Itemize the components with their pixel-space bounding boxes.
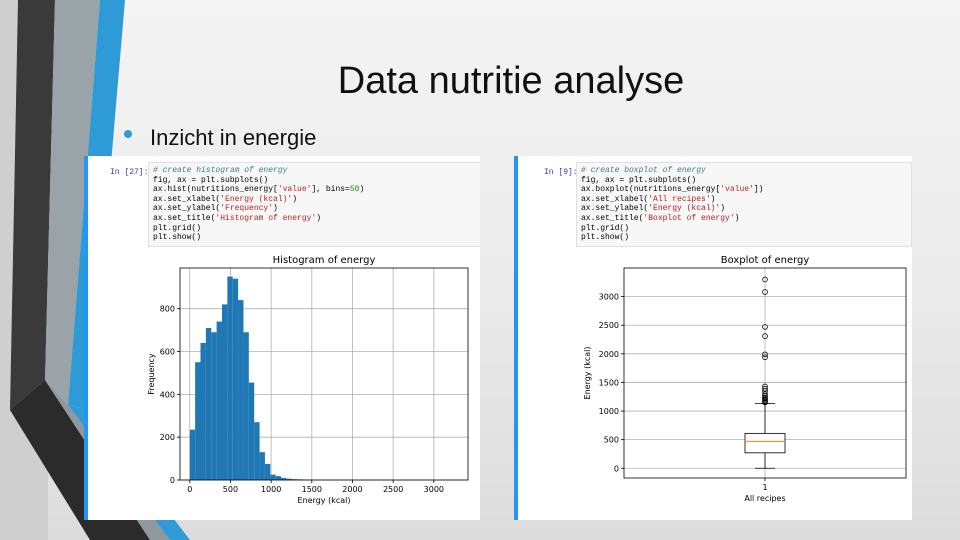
- code-line: fig, ax = plt.subplots(): [153, 175, 269, 185]
- code-line: ax.hist(nutritions_energy['value'], bins…: [153, 185, 365, 195]
- y-tick-label: 500: [604, 436, 619, 445]
- histogram-bar: [286, 478, 292, 480]
- y-tick-label: 800: [160, 305, 175, 314]
- y-tick-label: 0: [614, 464, 619, 473]
- chart-title: Histogram of energy: [273, 255, 376, 266]
- outlier-point: [762, 276, 768, 283]
- y-tick-label: 1500: [599, 378, 619, 387]
- histogram-bar: [216, 321, 222, 480]
- histogram-bar: [270, 474, 276, 480]
- x-tick-label: 2500: [383, 485, 403, 494]
- boxplot-notebook-cell: In [9]: # create boxplot of energy fig, a…: [514, 156, 912, 520]
- histogram-notebook-cell: In [27]: # create histogram of energy fig…: [84, 156, 480, 520]
- histogram-bar: [259, 452, 265, 480]
- x-tick-label: 2000: [342, 485, 362, 494]
- histogram-bar: [238, 300, 244, 480]
- bullet-text: Inzicht in energie: [150, 125, 317, 150]
- code-line: # create histogram of energy: [153, 166, 288, 175]
- x-tick-label: 3000: [424, 485, 444, 494]
- chart-title: Boxplot of energy: [721, 255, 810, 266]
- y-tick-label: 200: [160, 433, 175, 442]
- slide-title: Data nutritie analyse: [337, 60, 685, 102]
- bullet-dot-icon: [124, 130, 132, 138]
- code-line: ax.set_xlabel('Energy (kcal)'): [153, 194, 298, 204]
- cell-selection-bar: [514, 156, 518, 520]
- x-tick-label: 0: [187, 485, 192, 494]
- bullet-item: Inzicht in energie: [124, 125, 316, 151]
- x-tick-label: 500: [223, 485, 238, 494]
- code-line: ax.set_ylabel('Energy (kcal)'): [581, 204, 726, 214]
- histogram-bar: [221, 304, 228, 480]
- y-tick-label: 2000: [599, 350, 619, 359]
- x-tick-label: 1: [762, 483, 767, 492]
- histogram-bar: [189, 429, 196, 480]
- histogram-bar: [195, 362, 201, 480]
- x-tick-label: 1000: [261, 485, 281, 494]
- outlier-point: [762, 351, 768, 358]
- code-line: plt.grid(): [581, 223, 630, 233]
- y-tick-label: 600: [160, 348, 175, 357]
- code-line: fig, ax = plt.subplots(): [581, 175, 697, 185]
- y-tick-label: 1000: [599, 407, 619, 416]
- histogram-bar: [281, 477, 287, 480]
- y-tick-label: 3000: [599, 293, 619, 302]
- code-line: plt.show(): [153, 233, 202, 243]
- outlier-point: [762, 324, 768, 330]
- code-line: # create boxplot of energy: [581, 166, 706, 175]
- histogram-bar: [205, 327, 212, 480]
- outlier-point: [762, 354, 768, 361]
- histogram-chart: 0 500 1000 1500 2000 2500 3000 0 200 400 600 800 His…: [147, 255, 469, 505]
- y-axis-label: Energy (kcal): [583, 347, 592, 400]
- code-line: ax.set_title('Histogram of energy'): [153, 213, 322, 223]
- plot-frame: [179, 267, 469, 481]
- code-line: plt.show(): [581, 233, 630, 243]
- x-tick-label: 1500: [302, 485, 322, 494]
- code-line: ax.boxplot(nutritions_energy['value']): [581, 185, 764, 195]
- histogram-bar: [264, 463, 271, 480]
- y-tick-label: 2500: [599, 321, 619, 330]
- histogram-bar: [200, 342, 206, 480]
- cell-prompt: In [9]:: [544, 168, 578, 177]
- histogram-bar: [254, 422, 260, 480]
- histogram-bar: [275, 476, 282, 480]
- outlier-point: [762, 289, 768, 295]
- y-axis-label: Frequency: [147, 353, 156, 395]
- code-line: ax.set_title('Boxplot of energy'): [581, 213, 740, 223]
- code-line: plt.grid(): [153, 223, 202, 233]
- histogram-bar: [232, 278, 239, 480]
- histogram-bar: [211, 332, 217, 480]
- code-input[interactable]: # create histogram of energy fig, ax = pl…: [148, 162, 480, 247]
- histogram-bar: [243, 332, 249, 480]
- y-tick-label: 400: [160, 390, 175, 399]
- x-axis-label: All recipes: [744, 494, 785, 503]
- boxplot-chart: 0 500 1000 1500 2000 2500 3000 1 Boxplot of ener…: [583, 255, 907, 503]
- cell-selection-bar: [84, 156, 88, 520]
- x-axis-label: Energy (kcal): [298, 496, 351, 505]
- histogram-bar: [291, 479, 298, 480]
- outlier-point: [762, 333, 768, 339]
- histogram-bar: [248, 382, 255, 480]
- y-tick-label: 0: [170, 476, 175, 485]
- histogram-bar: [227, 276, 233, 480]
- box-iqr: [744, 432, 786, 454]
- cell-prompt: In [27]:: [110, 168, 149, 177]
- code-line: ax.set_xlabel('All recipes'): [581, 194, 716, 204]
- code-line: ax.set_ylabel('Frequency'): [153, 204, 278, 214]
- outlier-point: [762, 399, 768, 406]
- code-input[interactable]: # create boxplot of energy fig, ax = plt.…: [576, 162, 912, 247]
